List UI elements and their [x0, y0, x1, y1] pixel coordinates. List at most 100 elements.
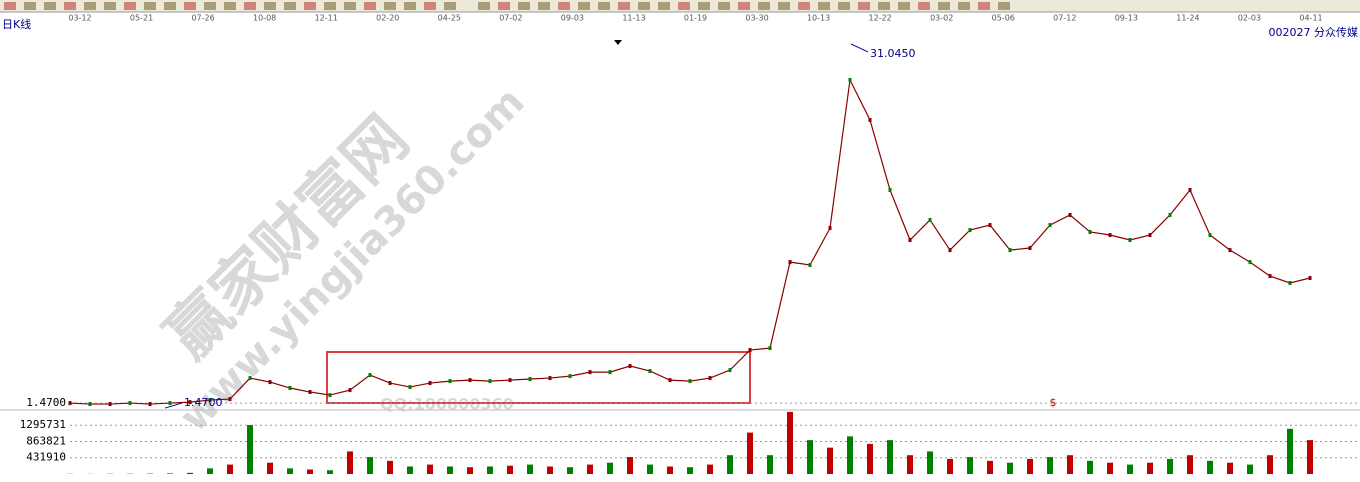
toolbar-icon — [478, 2, 490, 10]
candle — [448, 379, 452, 384]
volume-bar — [1047, 457, 1053, 474]
toolbar-icon — [798, 2, 810, 10]
volume-bar — [467, 467, 473, 474]
volume-bar — [227, 464, 233, 474]
toolbar-icon — [264, 2, 276, 10]
toolbar-icon — [384, 2, 396, 10]
volume-bar — [547, 466, 553, 474]
toolbar-icon — [658, 2, 670, 10]
volume-bar — [687, 467, 693, 474]
volume-bar — [427, 464, 433, 474]
high-pointer — [850, 43, 869, 53]
toolbar-icon — [324, 2, 336, 10]
toolbar-icon — [778, 2, 790, 10]
volume-bar — [767, 455, 773, 474]
candle — [968, 228, 972, 233]
toolbar-icon — [44, 2, 56, 10]
toolbar-icon — [638, 2, 650, 10]
toolbar-icon — [538, 2, 550, 10]
volume-bar — [527, 464, 533, 474]
toolbar-icon — [184, 2, 196, 10]
volume-bar — [367, 457, 373, 474]
candle — [688, 379, 692, 384]
toolbar-icon — [718, 2, 730, 10]
date-label: 09-13 — [1115, 14, 1138, 23]
candle — [948, 248, 952, 253]
volume-bar — [727, 455, 733, 474]
candle — [308, 390, 312, 395]
toolbar-icon — [678, 2, 690, 10]
low-label: 1.4700 — [184, 396, 223, 409]
y-tick-label: 1295731 — [20, 418, 66, 431]
volume-bar — [707, 464, 713, 474]
volume-bar — [1027, 458, 1033, 474]
cursor-marker — [614, 40, 622, 45]
volume-bar — [1207, 460, 1213, 474]
toolbar-icon — [164, 2, 176, 10]
toolbar-icon — [24, 2, 36, 10]
candle — [1208, 233, 1212, 238]
candle — [608, 370, 612, 375]
candle — [88, 402, 92, 407]
stock-label: 002027 分众传媒 — [1269, 26, 1359, 39]
date-label: 12-11 — [315, 14, 338, 23]
candle — [1068, 212, 1072, 217]
candle — [188, 400, 192, 405]
volume-bar — [587, 464, 593, 474]
volume-bar — [967, 457, 973, 474]
candle — [1268, 274, 1272, 279]
candle — [488, 379, 492, 384]
volume-bar — [567, 467, 573, 474]
volume-bar — [1007, 462, 1013, 474]
volume-bar — [247, 425, 253, 474]
toolbar-icon — [304, 2, 316, 10]
date-label: 05-21 — [130, 14, 153, 23]
toolbar-icon — [958, 2, 970, 10]
toolbar-icon — [4, 2, 16, 10]
date-label: 04-25 — [438, 14, 461, 23]
volume-bar — [787, 411, 793, 474]
volume-bar — [267, 462, 273, 474]
candle — [648, 369, 652, 374]
candle — [288, 386, 292, 391]
candle — [148, 402, 152, 407]
toolbar-icon — [518, 2, 530, 10]
toolbar-icon — [738, 2, 750, 10]
date-label: 04-11 — [1299, 14, 1322, 23]
candle — [588, 370, 592, 375]
volume-bar — [207, 468, 213, 474]
candle — [928, 217, 932, 222]
toolbar-icon — [64, 2, 76, 10]
candle — [908, 238, 912, 242]
toolbar-icon — [558, 2, 570, 10]
volume-bar — [947, 458, 953, 474]
volume-bar — [1107, 462, 1113, 474]
candle — [808, 263, 812, 268]
candle — [848, 77, 852, 82]
candle — [1128, 238, 1132, 242]
volume-bar — [667, 466, 673, 474]
toolbar-icon — [84, 2, 96, 10]
volume-bar — [807, 440, 813, 474]
candle — [408, 385, 412, 390]
toolbar-icon — [224, 2, 236, 10]
volume-bar — [487, 466, 493, 474]
candle — [68, 401, 72, 406]
volume-bar — [447, 466, 453, 474]
toolbar-icon — [424, 2, 436, 10]
candle — [388, 381, 392, 386]
y-tick-label: 863821 — [26, 434, 66, 447]
volume-bar — [1067, 455, 1073, 474]
candle — [428, 381, 432, 386]
toolbar-icon — [364, 2, 376, 10]
toolbar-icon — [618, 2, 630, 10]
candle — [1088, 229, 1092, 234]
toolbar-icons — [4, 2, 1010, 10]
volume-bar — [1227, 462, 1233, 474]
volume-bar — [287, 468, 293, 474]
candle — [568, 374, 572, 379]
toolbar-icon — [124, 2, 136, 10]
toolbar-icon — [898, 2, 910, 10]
volume-bar — [747, 432, 753, 474]
candle — [268, 380, 272, 385]
